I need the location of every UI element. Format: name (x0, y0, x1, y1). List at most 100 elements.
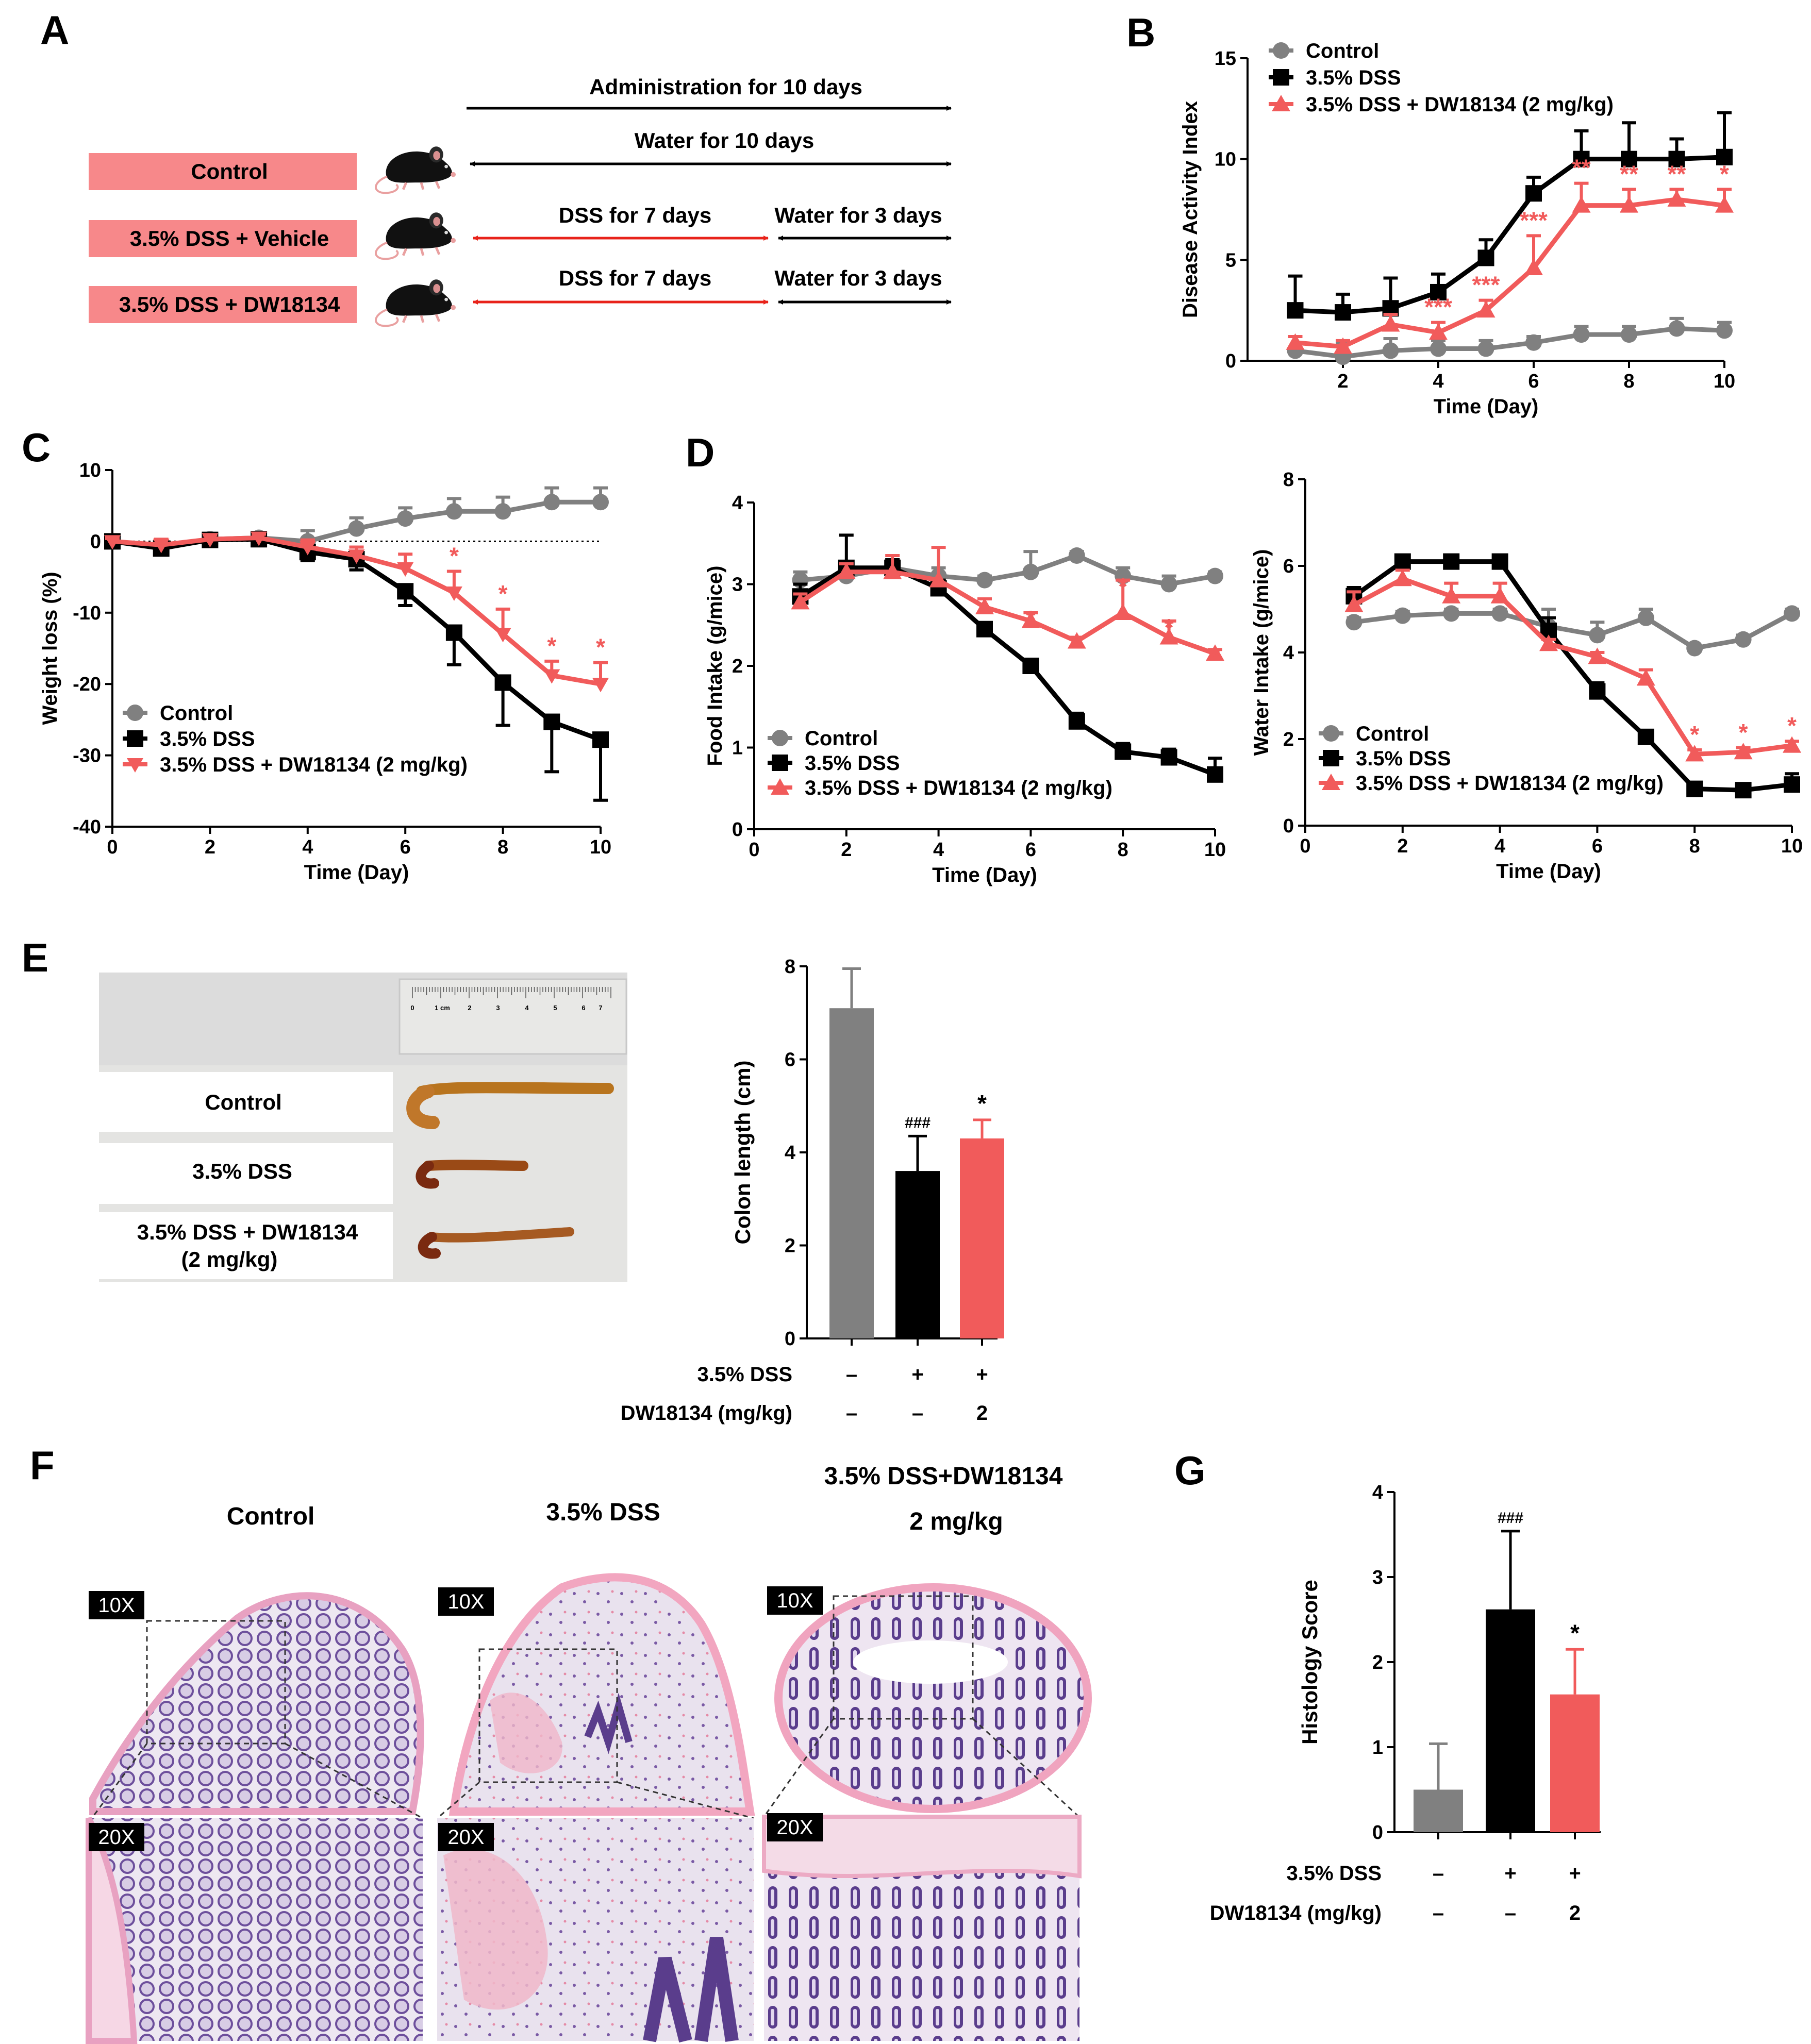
series-treat (1286, 181, 1734, 354)
histology-score-chart: 0 1 2 3 4 Histology Score – – ### + – * +2 3.5% DSS DW… (1210, 1482, 1601, 1924)
data-point (1022, 658, 1039, 674)
data-point (1021, 611, 1040, 628)
bar-control (1414, 1789, 1463, 1832)
data-point (1735, 631, 1752, 648)
row-label-dss: 3.5% DSS (697, 1363, 792, 1386)
photo-label-control: Control (205, 1090, 281, 1114)
significance-label: * (499, 580, 508, 607)
significance-label: ### (905, 1114, 931, 1131)
data-point (543, 494, 560, 511)
data-point (1621, 150, 1637, 167)
water-intake-chart: 0 2 4 6 8 0 2 4 6 8 10 Time (Day) Water Intake (g/mi… (1250, 469, 1803, 883)
ruler-mark: 4 (525, 1004, 529, 1012)
y-tick-label: 0 (732, 819, 743, 841)
series-line (1295, 197, 1725, 349)
data-point (1477, 249, 1494, 266)
data-point (976, 621, 993, 638)
colon-length-chart: 0 2 4 6 8 Colon length (cm) – – ### + – * +2 3.5% DSS… (621, 956, 1004, 1425)
dss-row-value: – (1433, 1862, 1444, 1885)
y-tick-label: 3 (732, 574, 743, 596)
data-point (1621, 326, 1637, 343)
histology-title-dose: 2 mg/kg (909, 1508, 1003, 1535)
histology-title-control: Control (227, 1503, 315, 1530)
significance-label: * (450, 543, 459, 569)
y-tick-label: 15 (1215, 48, 1236, 70)
y-tick-label: 0 (90, 531, 101, 552)
y-tick-label: 3 (1372, 1567, 1383, 1588)
data-point (494, 628, 511, 643)
significance-label: *** (1472, 272, 1500, 298)
data-point (1637, 728, 1654, 745)
y-tick-label: 2 (732, 656, 743, 677)
panel-label-g: G (1174, 1448, 1206, 1493)
row-label-dss: 3.5% DSS (1286, 1862, 1382, 1885)
data-point (397, 562, 414, 577)
colon-control (416, 1082, 614, 1097)
legend-swatch-marker (127, 758, 143, 773)
data-point (1443, 605, 1460, 622)
data-point (1394, 553, 1411, 570)
group-label-dw18134: 3.5% DSS + DW18134 (119, 292, 340, 316)
data-point (1668, 320, 1685, 337)
legend-label-dss: 3.5% DSS (160, 728, 255, 750)
data-point (348, 520, 365, 537)
y-tick-label: 6 (1283, 556, 1294, 577)
data-point (1430, 340, 1447, 357)
data-point (1735, 782, 1752, 799)
group-box-vehicle (89, 220, 357, 257)
data-point (1068, 713, 1085, 730)
legend-swatch-marker (127, 730, 143, 747)
y-tick-label: 8 (1283, 469, 1294, 491)
legend-label-control: Control (1306, 40, 1379, 62)
data-point (1442, 587, 1461, 604)
panel-label-d: D (686, 430, 715, 475)
data-point (348, 549, 365, 564)
y-tick-label: 0 (1225, 350, 1236, 372)
significance-label: * (1570, 1619, 1580, 1646)
legend-swatch-marker (127, 705, 143, 721)
data-point (1524, 258, 1543, 275)
ruler-mark: 5 (553, 1004, 557, 1012)
data-point (883, 562, 902, 579)
data-point (1589, 627, 1606, 644)
data-point (1344, 595, 1364, 612)
legend-label-dss: 3.5% DSS (1356, 747, 1451, 770)
x-tick-label: 4 (1433, 371, 1443, 392)
significance-label: ** (1620, 160, 1638, 187)
data-point (1491, 605, 1508, 622)
mouse-icon (376, 146, 456, 193)
legend-swatch-marker (1273, 42, 1289, 59)
data-point (1685, 745, 1704, 762)
y-tick-label: 4 (1372, 1482, 1383, 1503)
data-point (592, 678, 609, 693)
ruler-mark: 2 (468, 1004, 471, 1012)
data-point (1637, 609, 1654, 626)
dw-row-value: – (912, 1402, 923, 1425)
data-point (1667, 190, 1686, 207)
legend-label-dss: 3.5% DSS (1306, 66, 1401, 89)
x-tick-label: 8 (1118, 839, 1128, 861)
legend-swatch-marker (772, 755, 788, 771)
data-point (1114, 603, 1133, 620)
legend-swatch-marker (1273, 69, 1289, 86)
weight-loss-chart: 10 0 -10 -20 -30 -40 0 2 4 6 8 10 Time (Day) Weight l… (39, 460, 611, 884)
series-treat (1344, 568, 1801, 762)
data-point (1686, 780, 1703, 797)
y-tick-label: -40 (73, 816, 101, 838)
legend-label-control: Control (1356, 723, 1429, 745)
x-tick-label: 0 (107, 836, 118, 858)
y-tick-label: 5 (1225, 249, 1236, 271)
significance-label: * (1118, 573, 1127, 600)
dai-chart: 0 5 10 15 2 4 6 8 10 Time (Day) Disease Activity I… (1179, 40, 1735, 418)
y-axis-title: Disease Activity Index (1179, 101, 1202, 318)
series-line (1353, 576, 1792, 757)
photo-label-dss: 3.5% DSS (192, 1159, 292, 1183)
data-point (1286, 333, 1305, 350)
y-tick-label: 4 (785, 1142, 795, 1164)
legend-label-treat: 3.5% DSS + DW18134 (2 mg/kg) (1356, 772, 1664, 795)
bar-treat (1550, 1694, 1600, 1832)
data-point (837, 562, 856, 579)
legend-swatch-marker (1323, 725, 1339, 742)
series-line (1353, 611, 1793, 651)
data-point (1068, 547, 1085, 564)
